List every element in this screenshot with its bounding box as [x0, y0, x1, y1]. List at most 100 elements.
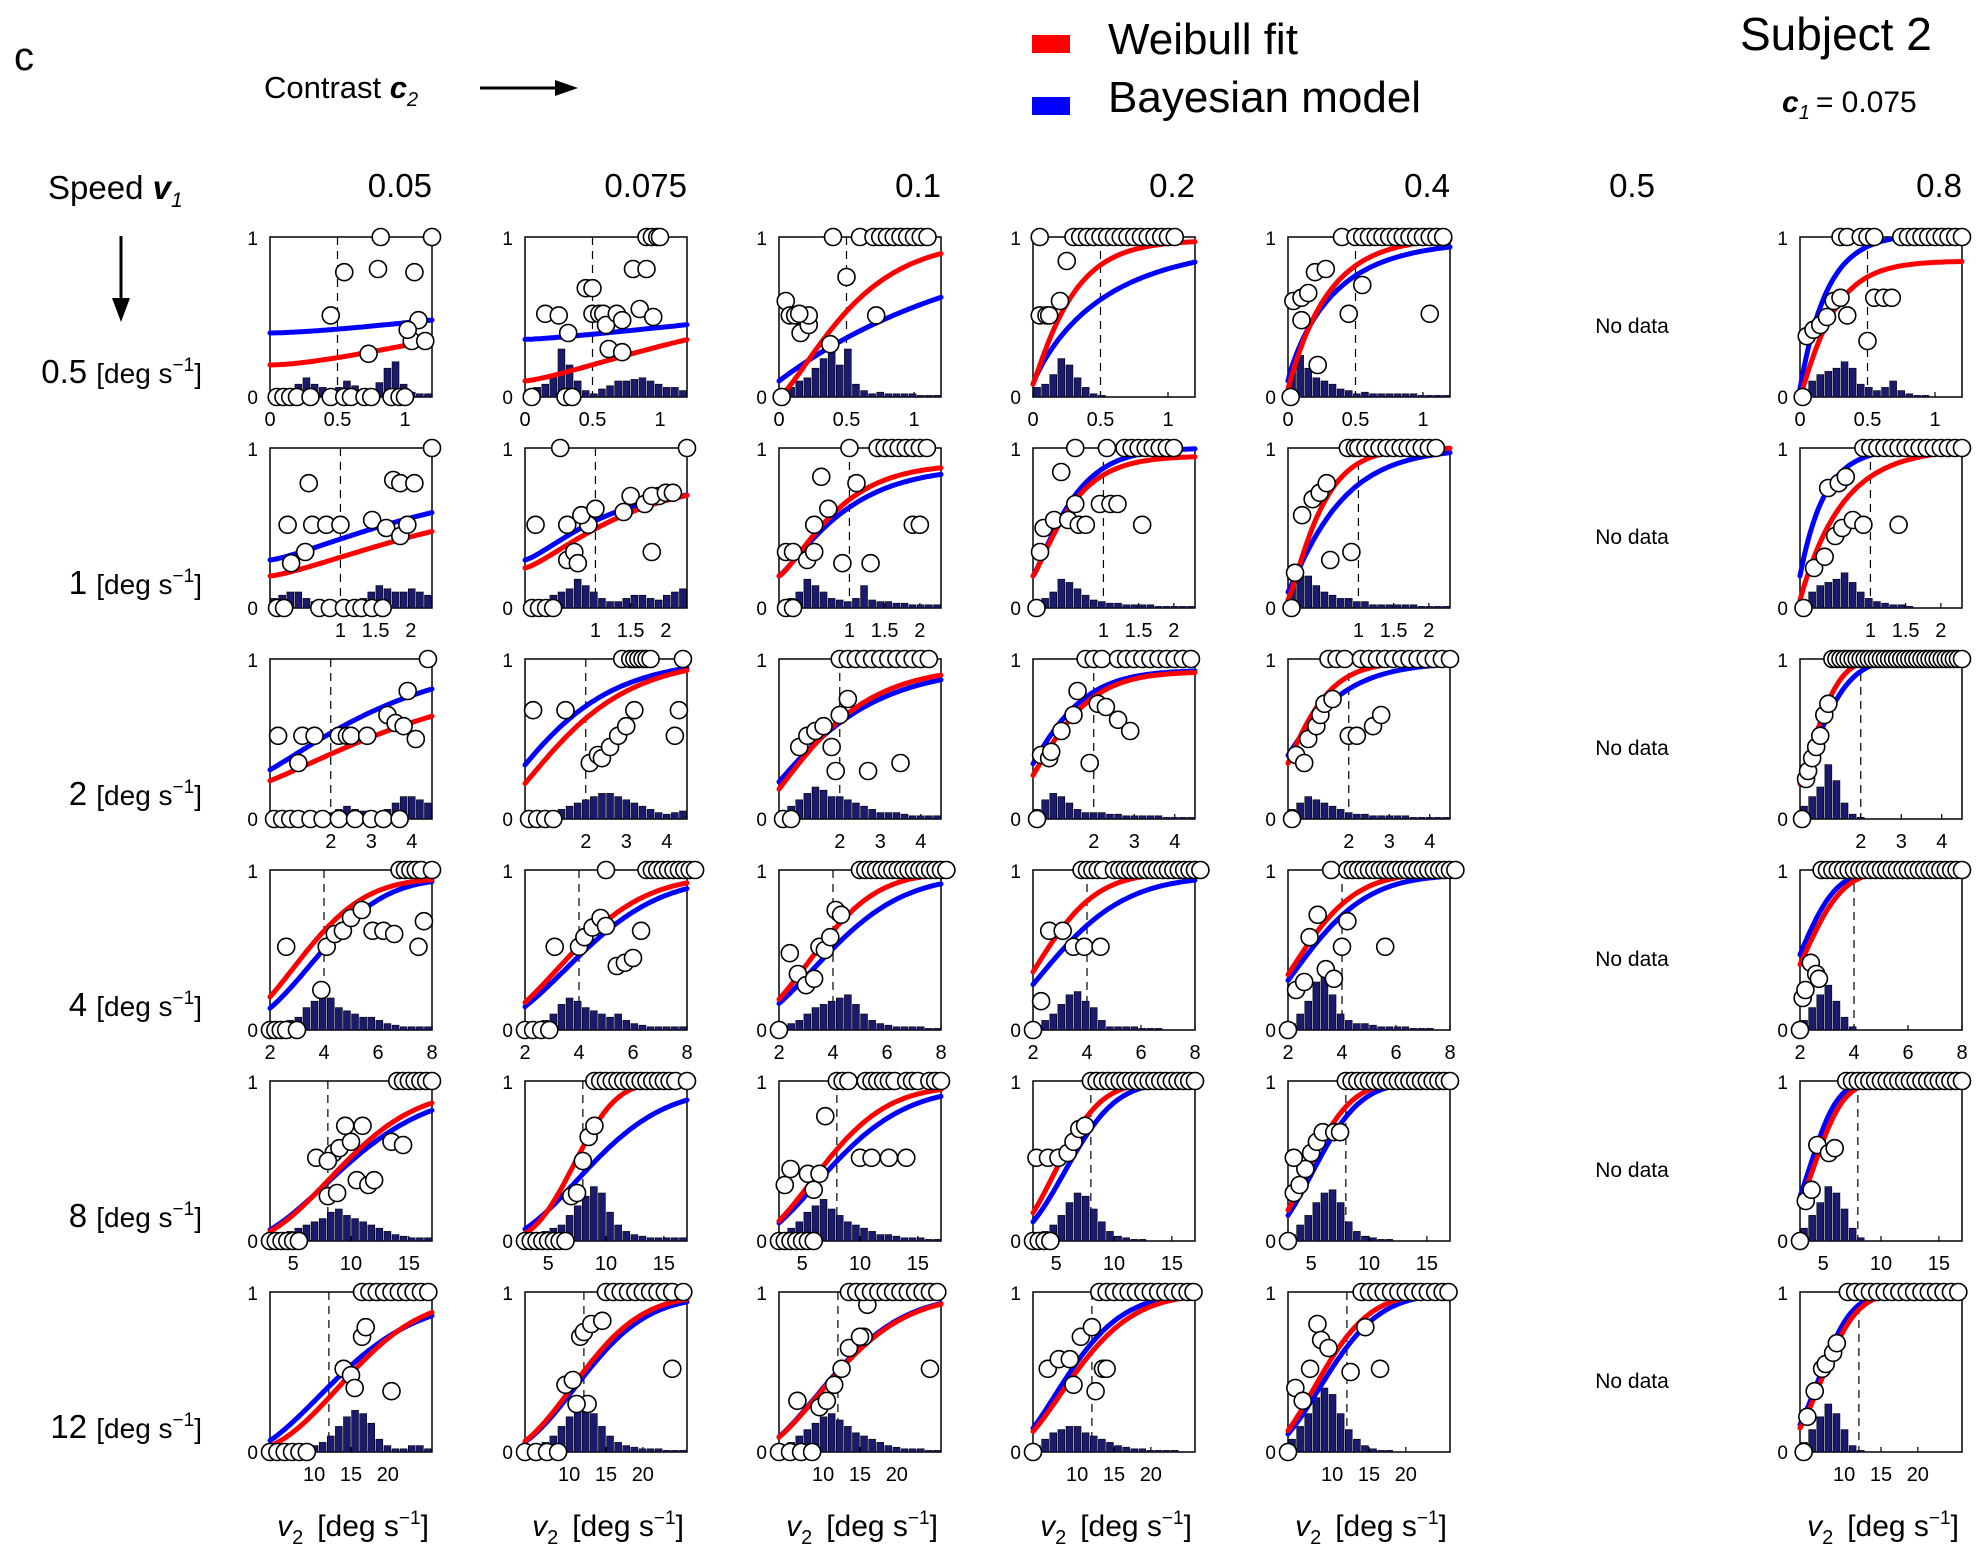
data-point: [1332, 937, 1352, 957]
x-tick-label: 4: [1081, 1042, 1092, 1064]
y-tick-label: 1: [1010, 1073, 1021, 1094]
histogram-bar: [835, 599, 844, 609]
y-tick-label: 0: [1010, 1021, 1021, 1042]
histogram-bar: [844, 1426, 852, 1453]
histogram-bar: [803, 578, 812, 609]
svg-text:Contrast c2: Contrast c2: [264, 70, 418, 111]
histogram-bar: [630, 1446, 639, 1453]
x-tick-label: 0.5: [579, 409, 607, 431]
data-point: [1827, 1333, 1847, 1353]
data-point: [772, 387, 792, 407]
x-tick-label: 15: [1928, 1253, 1950, 1275]
histogram-bar: [399, 1026, 408, 1031]
histogram-bar: [606, 1016, 614, 1031]
histogram-bar: [424, 802, 432, 820]
psychometric-panel: 1 0 2 3 4: [1777, 649, 1972, 853]
histogram-bar: [654, 1237, 663, 1242]
histogram-bar: [884, 1234, 893, 1242]
histogram-bar: [1304, 1000, 1313, 1031]
y-tick-label: 1: [247, 1284, 258, 1305]
data-point: [301, 387, 320, 407]
psychometric-panel: 1 0 1 1.5 2: [1010, 438, 1198, 642]
data-point: [1433, 227, 1453, 247]
data-point: [847, 473, 866, 493]
histogram-bar: [1114, 602, 1122, 609]
histogram-bar: [1832, 1192, 1841, 1242]
histogram-bar: [925, 1028, 933, 1031]
histogram-bar: [662, 1026, 671, 1031]
data-point: [1075, 937, 1094, 957]
histogram-bar: [1312, 377, 1321, 398]
data-point: [783, 598, 803, 618]
histogram-bar: [606, 601, 614, 609]
x-tick-label: 8: [681, 1042, 692, 1064]
data-point: [637, 259, 656, 279]
histogram-bar: [1154, 1028, 1163, 1031]
y-tick-label: 1: [1265, 440, 1276, 461]
histogram-bar: [1848, 1227, 1857, 1242]
x-tick-label: 15: [907, 1253, 929, 1275]
histogram-bar: [1345, 1429, 1353, 1453]
histogram-bar: [1873, 601, 1881, 609]
x-tick-label: 10: [303, 1464, 325, 1486]
x-tick-label: 8: [1956, 1042, 1967, 1064]
x-tick-label: 15: [595, 1464, 617, 1486]
histogram-bar: [1369, 393, 1377, 398]
histogram-bar: [646, 1448, 655, 1453]
y-tick-label: 0: [247, 599, 258, 620]
histogram-bar: [1353, 1438, 1361, 1453]
histogram-bar: [391, 1234, 400, 1242]
histogram-bar: [326, 1211, 335, 1242]
histogram-bar: [892, 1446, 901, 1453]
histogram-bar: [1417, 1028, 1426, 1031]
histogram-bar: [844, 1221, 852, 1242]
histogram-bar: [1041, 383, 1049, 398]
data-point: [1952, 1071, 1972, 1091]
histogram-bar: [1320, 802, 1329, 820]
histogram-bar: [1336, 1202, 1345, 1242]
x-tick-label: 15: [340, 1464, 362, 1486]
data-point: [1308, 355, 1327, 375]
data-point: [1027, 809, 1047, 829]
data-point: [311, 980, 331, 1000]
histogram-bar: [1312, 981, 1321, 1031]
contrast-column-header: 0.4: [1404, 167, 1450, 204]
data-point: [642, 542, 662, 562]
data-point: [1184, 1282, 1203, 1302]
data-point: [817, 1391, 837, 1411]
data-point: [1804, 558, 1824, 578]
histogram-bar: [1808, 1215, 1816, 1242]
y-tick-label: 1: [1777, 440, 1788, 461]
histogram-bar: [1122, 604, 1130, 609]
data-point: [1281, 387, 1300, 407]
y-tick-label: 0: [1010, 388, 1021, 409]
data-point: [1282, 598, 1301, 618]
histogram-bar: [646, 809, 655, 820]
histogram-bar: [884, 1445, 893, 1453]
data-point: [268, 726, 288, 746]
histogram-bar: [1171, 606, 1179, 609]
data-point: [833, 553, 852, 573]
histogram-bar: [1832, 1000, 1841, 1031]
legend-label-bayes: Bayesian model: [1108, 73, 1421, 122]
histogram-bar: [1328, 805, 1337, 820]
x-tick-label: 1: [1353, 620, 1364, 642]
histogram-bar: [892, 812, 901, 820]
histogram-bar: [1409, 393, 1418, 398]
contrast-column-header: 0.05: [368, 167, 432, 204]
histogram-bar: [1848, 1445, 1857, 1453]
x-tick-label: 1: [844, 620, 855, 642]
histogram-bar: [1130, 1448, 1139, 1453]
histogram-bar: [391, 1448, 400, 1453]
data-point: [820, 334, 840, 354]
x-tick-label: 4: [318, 1042, 329, 1064]
histogram-bar: [590, 1413, 598, 1453]
histogram-bar: [1154, 1450, 1163, 1453]
data-point: [1096, 697, 1116, 717]
histogram-bar: [1073, 991, 1082, 1031]
data-point: [556, 700, 575, 720]
histogram-bar: [630, 1234, 639, 1242]
x-tick-label: 5: [543, 1253, 554, 1275]
histogram-bar: [916, 604, 925, 609]
data-point: [837, 267, 856, 287]
